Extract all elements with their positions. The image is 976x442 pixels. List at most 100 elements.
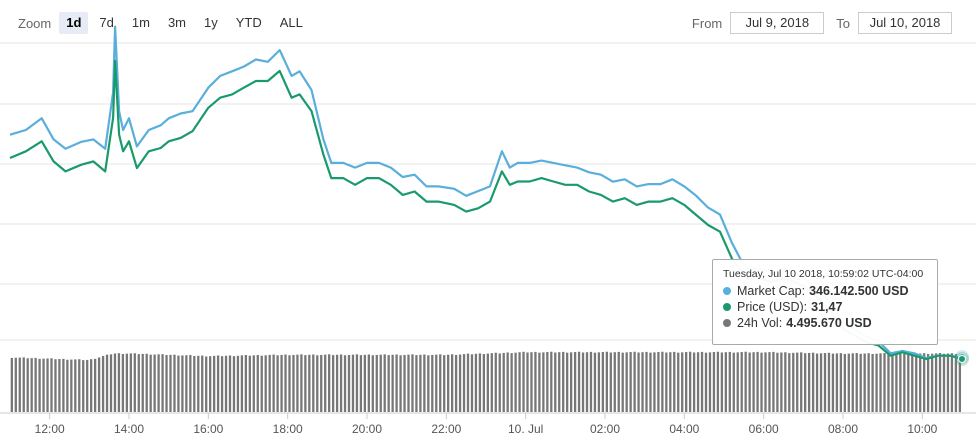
volume-bar [669, 352, 672, 412]
volume-bar [466, 353, 470, 412]
volume-bar [530, 352, 533, 412]
zoom-1m-button[interactable]: 1m [131, 15, 150, 30]
volume-bar [688, 351, 692, 412]
volume-bar [903, 353, 906, 412]
tooltip-time: Tuesday, Jul 10 2018, 10:59:02 UTC-04:00 [723, 268, 924, 280]
volume-bar [819, 353, 823, 412]
volume-bar [395, 354, 398, 412]
volume-bar [431, 354, 434, 412]
volume-bar [673, 351, 676, 412]
x-tick-label: 10. Jul [508, 422, 543, 436]
volume-bar [887, 353, 890, 412]
volume-bar [768, 352, 771, 412]
volume-bar [498, 353, 501, 412]
volume-bar [18, 357, 21, 412]
volume-bar [661, 351, 664, 412]
zoom-7d-button[interactable]: 7d [99, 15, 114, 30]
volume-bar [137, 354, 140, 412]
volume-bar [415, 355, 418, 412]
volume-bar [859, 353, 862, 412]
volume-bar [772, 351, 775, 412]
to-date-input[interactable] [858, 12, 952, 34]
volume-bar [300, 354, 303, 412]
volume-bar [209, 356, 212, 412]
volume-bar [760, 352, 763, 412]
volume-bar [403, 354, 406, 412]
volume-bar [807, 352, 811, 412]
volume-bar [558, 352, 561, 412]
volume-bar [272, 354, 275, 412]
volume-bar [685, 352, 688, 412]
volume-bar [716, 351, 720, 412]
volume-bar [308, 354, 311, 412]
volume-bar [895, 353, 898, 412]
volume-bar [740, 352, 743, 412]
volume-bar [454, 354, 458, 412]
volume-bar [157, 354, 160, 412]
volume-bar [613, 352, 616, 412]
tooltip-value: 31,47 [811, 300, 843, 314]
volume-bar [879, 353, 882, 412]
tooltip-label: 24h Vol: [737, 316, 783, 330]
volume-bar [542, 352, 545, 412]
volume-bar [780, 352, 783, 412]
from-label: From [691, 15, 723, 31]
volume-bar [776, 352, 779, 412]
zoom-all-button[interactable]: ALL [279, 15, 303, 30]
volume-bar [800, 352, 803, 412]
volume-bar [181, 355, 184, 412]
volume-bar [387, 355, 390, 412]
volume-bar [823, 353, 827, 412]
volume-bar [546, 352, 549, 412]
x-tick-label: 22:00 [431, 422, 461, 436]
zoom-1d-button[interactable]: 1d [59, 12, 89, 34]
price-marker [958, 355, 966, 363]
volume-bar [562, 351, 565, 412]
volume-bar [645, 351, 648, 412]
volume-bar [510, 353, 513, 412]
zoom-3m-button[interactable]: 3m [167, 15, 186, 30]
x-tick-label: 04:00 [669, 422, 699, 436]
volume-bar [633, 351, 636, 412]
volume-bar [526, 352, 529, 412]
volume-bar [899, 353, 902, 412]
volume-bar [506, 352, 509, 412]
volume-bar [700, 351, 704, 412]
volume-bar [581, 352, 585, 412]
volume-bars [10, 351, 962, 412]
volume-bar [732, 352, 735, 412]
volume-bar [248, 355, 251, 412]
volume-bar [145, 353, 148, 412]
volume-bar [244, 355, 248, 412]
volume-bar [109, 354, 113, 412]
volume-bar [450, 354, 454, 412]
volume-bar [625, 352, 628, 412]
volume-bar [264, 355, 267, 412]
volume-bar [752, 352, 755, 412]
volume-bar [62, 358, 65, 412]
volume-bar [804, 353, 807, 412]
volume-bar [677, 352, 680, 412]
volume-bar [538, 352, 541, 412]
tooltip-row-market-cap: Market Cap: 346.142.500 USD [723, 283, 927, 299]
volume-bar [423, 354, 426, 412]
volume-bar [149, 354, 152, 412]
volume-bar [212, 355, 216, 412]
volume-bar [435, 354, 438, 412]
volume-bar [46, 358, 49, 412]
from-date-input[interactable] [730, 12, 825, 34]
volume-bar [875, 353, 878, 412]
volume-bar [232, 356, 236, 412]
volume-bar [121, 353, 125, 412]
volume-bar [343, 355, 347, 412]
zoom-1y-button[interactable]: 1y [204, 15, 218, 30]
volume-bar [474, 353, 478, 412]
volume-bar [113, 353, 117, 412]
volume-bar [470, 354, 474, 412]
volume-bar [407, 354, 410, 412]
volume-bar [926, 353, 930, 412]
zoom-ytd-button[interactable]: YTD [235, 15, 262, 30]
volume-bar [220, 356, 224, 412]
volume-bar [839, 353, 843, 412]
